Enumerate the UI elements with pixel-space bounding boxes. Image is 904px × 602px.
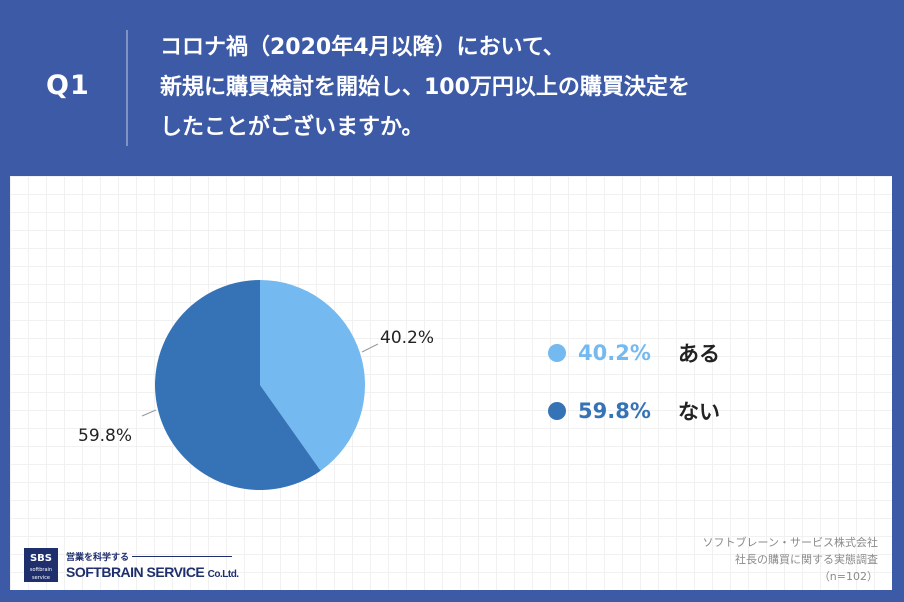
company-logo: SBS softbrain service 営業を科学する SOFTBRAIN …: [24, 548, 239, 584]
logo-rule: [132, 556, 232, 557]
source-line: ソフトブレーン・サービス株式会社: [702, 536, 878, 549]
logo-name-text: SOFTBRAIN SERVICE: [66, 564, 205, 580]
logo-mark: SBS softbrain service: [24, 548, 58, 582]
legend-swatch: [548, 402, 566, 420]
logo-tagline: 営業を科学する: [66, 553, 130, 563]
logo-mark-text: SBS: [29, 553, 53, 564]
legend-item-aru: 40.2% ある: [548, 338, 720, 368]
question-line: コロナ禍（2020年4月以降）において、: [160, 35, 565, 60]
logo-suffix: Co.Ltd.: [207, 569, 239, 580]
question-line: したことがございますか。: [160, 115, 424, 140]
pie-slice-aru: [260, 280, 365, 471]
logo-name: SOFTBRAIN SERVICE Co.Ltd.: [66, 564, 239, 580]
source-line: 社長の購買に関する実態調査: [735, 553, 878, 566]
source-line: （n=102）: [818, 570, 878, 583]
legend-item-nai: 59.8% ない: [548, 396, 720, 426]
chart-panel: 40.2% 59.8% 40.2% ある 59.8% ない ソフトブレーン・サー…: [10, 176, 892, 590]
legend-label: ある: [678, 342, 720, 366]
pie-data-label-nai: 59.8%: [78, 426, 133, 446]
pie-chart: [141, 280, 379, 491]
question-number: Q1: [46, 70, 90, 101]
question-text: コロナ禍（2020年4月以降）において、 新規に購買検討を開始し、100万円以上…: [160, 28, 880, 148]
legend-label: ない: [678, 400, 720, 424]
question-line: 新規に購買検討を開始し、100万円以上の購買決定を: [160, 75, 690, 100]
pie-leader-line: [141, 409, 157, 417]
legend-swatch: [548, 344, 566, 362]
header: Q1 コロナ禍（2020年4月以降）において、 新規に購買検討を開始し、100万…: [0, 0, 904, 176]
legend-value: 40.2%: [578, 341, 651, 365]
pie-slice-nai: [154, 280, 321, 491]
legend-value: 59.8%: [578, 399, 651, 423]
pie-data-label-aru: 40.2%: [380, 328, 435, 348]
pie-leader-line: [361, 343, 379, 353]
header-divider: [126, 30, 128, 146]
logo-mark-subtext: softbrain service: [29, 567, 53, 581]
source-note: ソフトブレーン・サービス株式会社 社長の購買に関する実態調査 （n=102）: [703, 534, 878, 585]
